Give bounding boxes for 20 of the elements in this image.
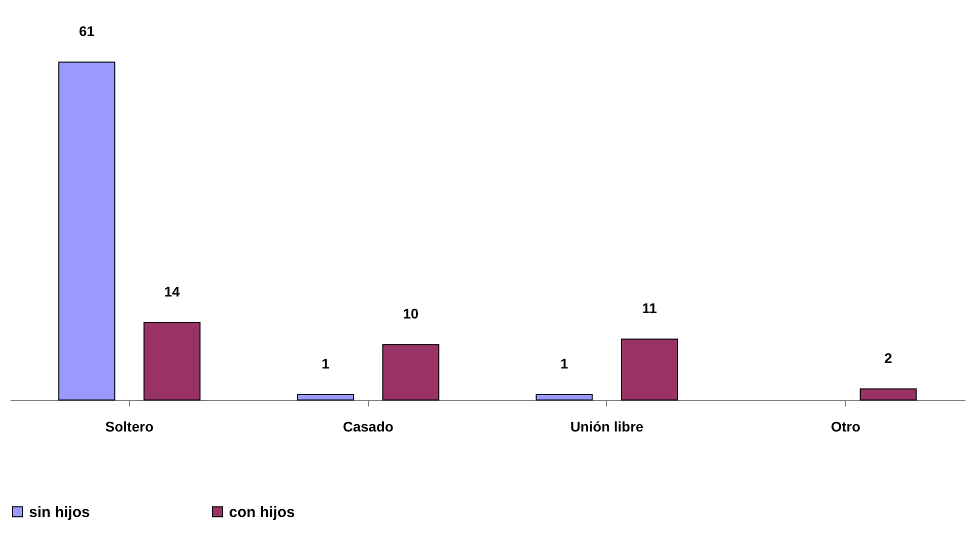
bar	[860, 388, 917, 400]
data-label: 11	[642, 300, 658, 316]
data-label: 2	[884, 350, 892, 366]
data-label: 1	[322, 355, 330, 372]
legend-label: con hijos	[229, 504, 295, 521]
bar	[144, 322, 201, 400]
bar	[621, 338, 678, 400]
bar	[536, 394, 593, 400]
data-label: 14	[164, 283, 180, 300]
data-label: 1	[560, 355, 568, 372]
x-tick-label: Casado	[342, 418, 394, 434]
data-label: 10	[402, 306, 419, 322]
x-tick-label: Soltero	[105, 418, 154, 434]
data-label: 61	[78, 23, 95, 40]
legend-label: sin hijos	[29, 504, 90, 521]
bar	[382, 344, 440, 400]
x-tick-label: Unión libre	[570, 418, 644, 434]
bar	[296, 394, 354, 400]
bar	[58, 62, 116, 400]
x-tick-label: Otro	[830, 418, 860, 434]
